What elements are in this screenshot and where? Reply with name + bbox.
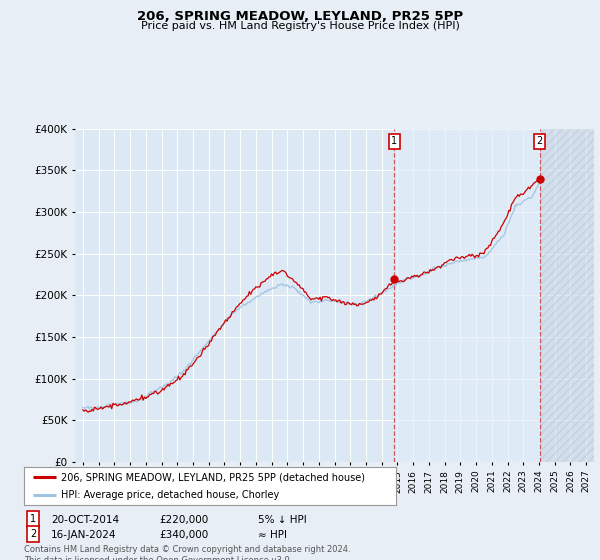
Text: 2: 2 bbox=[536, 136, 543, 146]
Text: 20-OCT-2014: 20-OCT-2014 bbox=[51, 515, 119, 525]
Text: 206, SPRING MEADOW, LEYLAND, PR25 5PP: 206, SPRING MEADOW, LEYLAND, PR25 5PP bbox=[137, 10, 463, 23]
Text: Contains HM Land Registry data © Crown copyright and database right 2024.
This d: Contains HM Land Registry data © Crown c… bbox=[24, 545, 350, 560]
Text: 16-JAN-2024: 16-JAN-2024 bbox=[51, 530, 116, 540]
Bar bbox=[540, 129, 594, 462]
Text: Price paid vs. HM Land Registry's House Price Index (HPI): Price paid vs. HM Land Registry's House … bbox=[140, 21, 460, 31]
Text: HPI: Average price, detached house, Chorley: HPI: Average price, detached house, Chor… bbox=[61, 490, 280, 500]
Text: £220,000: £220,000 bbox=[159, 515, 208, 525]
Text: 2: 2 bbox=[30, 529, 36, 539]
Text: 206, SPRING MEADOW, LEYLAND, PR25 5PP (detached house): 206, SPRING MEADOW, LEYLAND, PR25 5PP (d… bbox=[61, 472, 365, 482]
Text: 1: 1 bbox=[30, 514, 36, 524]
Bar bbox=[394, 129, 540, 462]
Text: 1: 1 bbox=[391, 136, 397, 146]
Text: ≈ HPI: ≈ HPI bbox=[258, 530, 287, 540]
Text: 5% ↓ HPI: 5% ↓ HPI bbox=[258, 515, 307, 525]
Text: £340,000: £340,000 bbox=[159, 530, 208, 540]
